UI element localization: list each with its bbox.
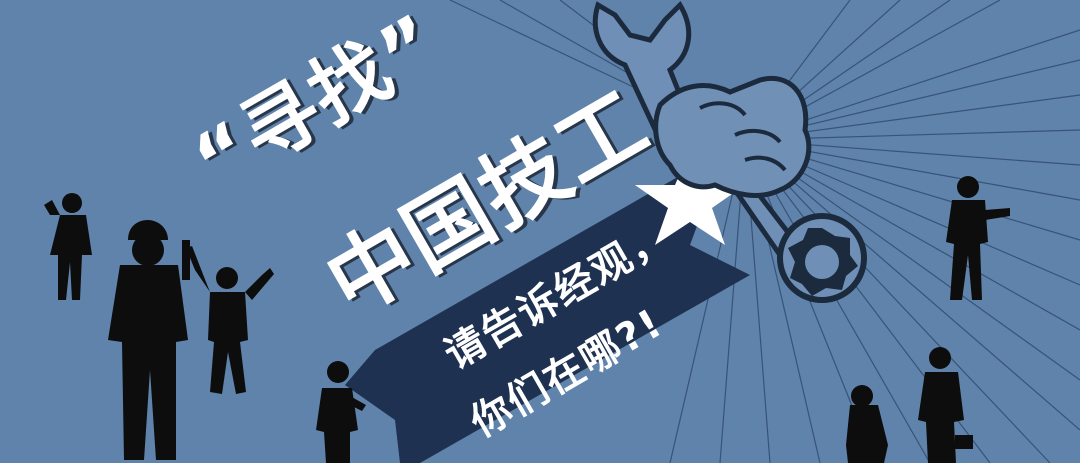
worker-silhouette-icon (918, 347, 973, 463)
subtitle-ribbon (345, 150, 750, 463)
worker-silhouette-icon (846, 385, 888, 463)
fist-icon (653, 76, 812, 198)
worker-silhouette-icon (108, 220, 188, 460)
ribbon-star (635, 150, 745, 245)
worker-silhouette-icon (44, 193, 92, 300)
worker-silhouette-icon (182, 240, 274, 394)
worker-silhouette-icon (316, 361, 366, 463)
worker-silhouette-icon (946, 176, 1010, 300)
